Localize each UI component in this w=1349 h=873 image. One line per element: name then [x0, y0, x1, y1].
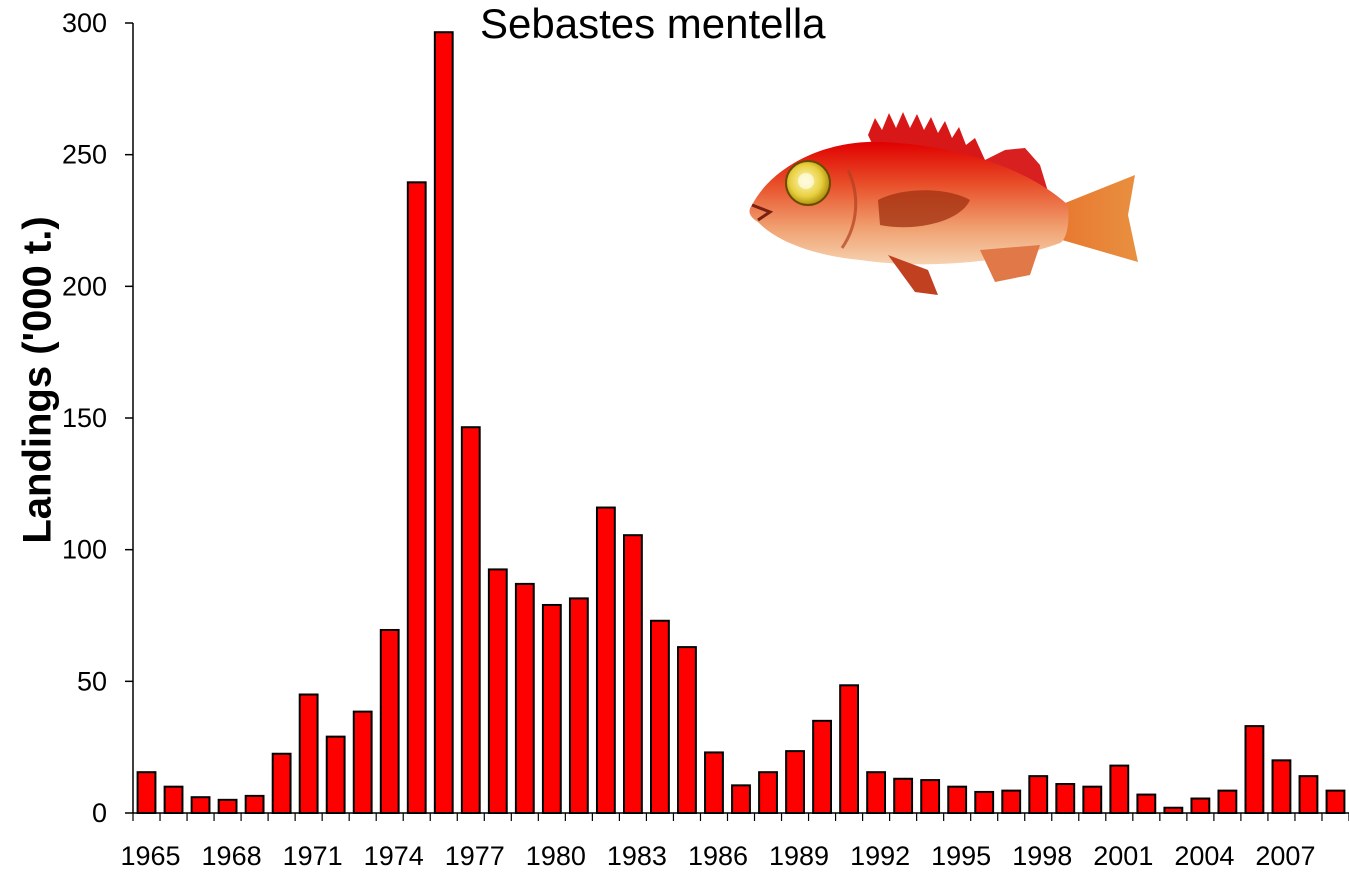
x-tick-label: 1989 [769, 841, 829, 871]
bar-1973 [352, 710, 373, 814]
bar-1970 [271, 752, 292, 814]
bar-1977 [460, 426, 481, 814]
bar-1982 [595, 506, 616, 814]
x-tick-label: 1998 [1012, 841, 1072, 871]
bar-1966 [163, 785, 184, 815]
y-tick-label: 100 [62, 535, 107, 565]
bar-2000 [1082, 785, 1103, 815]
chart-title: Sebastes mentella [480, 0, 826, 47]
bar-1980 [541, 603, 562, 815]
bar-1976 [433, 31, 454, 814]
bar-1969 [244, 794, 265, 815]
y-tick-label: 0 [92, 798, 107, 828]
bar-1992 [866, 771, 887, 815]
bars [136, 31, 1346, 815]
x-tick-label: 1986 [688, 841, 748, 871]
bar-2004 [1190, 797, 1211, 814]
y-tick-label: 50 [77, 666, 107, 696]
bar-2009 [1325, 789, 1346, 814]
bar-1985 [677, 646, 697, 814]
bar-1997 [1001, 789, 1022, 814]
bar-1968 [217, 798, 238, 814]
x-tick-label: 2001 [1093, 841, 1153, 871]
axes: 0 50 100 150 200 250 300 1965 1968 1971 1974 1977 19… [62, 8, 1349, 871]
x-tick-label: 1983 [607, 841, 667, 871]
bar-1983 [622, 534, 643, 815]
bar-1984 [650, 619, 670, 814]
x-tick-label: 2004 [1174, 841, 1234, 871]
x-tick-label: 2007 [1255, 841, 1315, 871]
bar-1981 [568, 597, 589, 815]
bar-2002 [1136, 793, 1157, 814]
bar-1971 [298, 693, 319, 814]
bar-1974 [379, 628, 400, 814]
bar-1994 [920, 779, 941, 814]
y-tick-label: 300 [62, 8, 107, 38]
x-tick-label: 1980 [526, 841, 586, 871]
bar-1965 [136, 771, 157, 815]
x-tick-label: 1968 [202, 841, 262, 871]
bar-1978 [487, 568, 508, 815]
x-tick-label: 1965 [120, 841, 180, 871]
x-tick-label: 1971 [283, 841, 343, 871]
bar-1975 [406, 181, 427, 815]
y-tick-label: 200 [62, 271, 107, 301]
x-tick-label: 1992 [850, 841, 910, 871]
bar-1991 [839, 684, 860, 814]
bar-2006 [1244, 725, 1265, 814]
bar-2003 [1163, 806, 1184, 815]
bar-1993 [893, 777, 914, 814]
bar-1967 [190, 796, 211, 815]
bar-1998 [1028, 775, 1049, 815]
y-tick-label: 250 [62, 140, 107, 170]
redfish-illustration [749, 112, 1138, 295]
bar-1986 [704, 751, 724, 815]
bar-2007 [1271, 759, 1292, 814]
bar-1996 [974, 790, 995, 815]
x-tick-label: 1977 [445, 841, 505, 871]
bar-1989 [785, 750, 805, 814]
x-tick-label: 1995 [931, 841, 991, 871]
x-tick-label: 1974 [364, 841, 424, 871]
bar-1988 [758, 771, 778, 815]
bar-1995 [947, 785, 968, 815]
bar-1972 [325, 735, 346, 815]
bar-1990 [812, 719, 832, 814]
y-tick-label: 150 [62, 403, 107, 433]
bar-2001 [1109, 764, 1130, 814]
bar-1979 [514, 582, 535, 815]
bar-1999 [1055, 783, 1076, 814]
bar-1987 [731, 784, 751, 814]
bar-2008 [1298, 775, 1319, 815]
bar-2005 [1217, 789, 1238, 814]
